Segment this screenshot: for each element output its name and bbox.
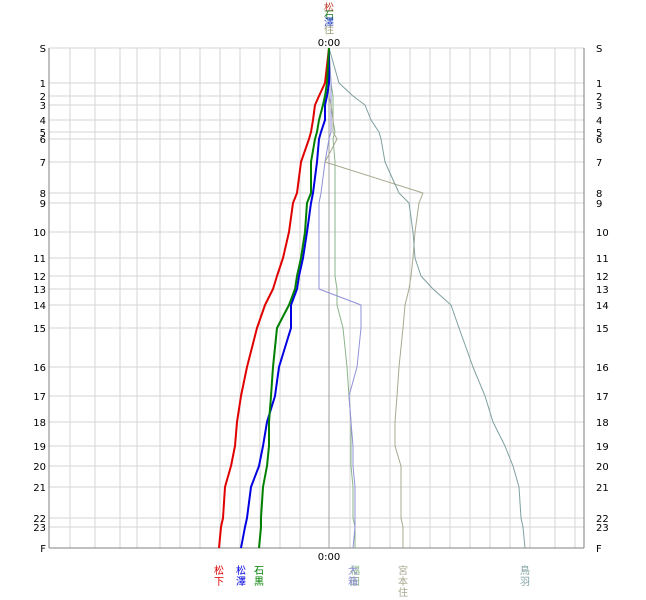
y-tick-label-left: 7: [40, 158, 46, 169]
bottom-runner-label-char: 松: [214, 564, 224, 577]
series-layer: [218, 47, 526, 549]
y-tick-label-left: 22: [33, 514, 46, 525]
y-tick-label-left: F: [40, 544, 46, 555]
y-tick-label-right: 19: [596, 442, 609, 453]
y-tick-label-left: 14: [33, 301, 46, 312]
y-tick-label-right: 3: [596, 101, 602, 112]
y-tick-label-right: 15: [596, 324, 609, 335]
series-line-松澤: [240, 48, 330, 549]
y-tick-label-right: 7: [596, 158, 602, 169]
top-runner-glyph: 松: [324, 1, 334, 14]
y-tick-label-left: 8: [40, 189, 46, 200]
bottom-runner-label-char: 田: [350, 577, 360, 588]
y-tick-label-left: 1: [40, 79, 46, 90]
bottom-runner-label-char: 本: [398, 575, 408, 588]
y-tick-label-right: 12: [596, 272, 609, 283]
y-tick-label-right: 8: [596, 189, 602, 200]
y-tick-label-left: S: [40, 44, 46, 55]
bottom-runner-label: 大箱: [348, 564, 358, 588]
y-tick-label-right: 22: [596, 514, 609, 525]
y-tick-label-left: 4: [40, 116, 46, 127]
y-tick-label-left: 15: [33, 324, 46, 335]
bottom-runner-label: 宮本住: [398, 564, 408, 599]
y-tick-label-right: 21: [596, 483, 609, 494]
y-tick-label-right: 23: [596, 523, 609, 534]
top-runner-glyph: 住: [324, 24, 334, 37]
bottom-runner-label: 松下: [214, 564, 224, 588]
bottom-runner-label: 松澤: [236, 564, 246, 588]
series-line-宮本住: [324, 48, 424, 548]
bottom-runner-label-char: 宮: [398, 564, 408, 577]
y-tick-label-right: 17: [596, 392, 609, 403]
y-tick-label-right: 18: [596, 418, 609, 429]
bottom-runner-label-char: 石: [254, 566, 264, 577]
time-label-bottom: 0:00: [318, 552, 340, 563]
y-tick-label-right: 11: [596, 254, 609, 265]
y-tick-label-left: 17: [33, 392, 46, 403]
bottom-runner-label-char: 松: [236, 564, 246, 577]
y-tick-label-right: 9: [596, 199, 602, 210]
y-tick-label-right: 10: [596, 228, 609, 239]
y-tick-label-right: 13: [596, 285, 609, 296]
y-tick-label-right: 1: [596, 79, 602, 90]
bottom-runner-label-char: 鳥: [520, 564, 530, 577]
y-tick-label-right: 14: [596, 301, 609, 312]
y-tick-label-right: 5: [596, 128, 602, 139]
bottom-runner-label-char: 箱: [348, 575, 358, 588]
chart-grid: [49, 47, 584, 549]
bottom-runner-label: 福田: [350, 564, 360, 588]
bottom-runner-label-char: 下: [214, 577, 224, 588]
y-tick-label-right: F: [596, 544, 602, 555]
series-line-松下: [218, 47, 330, 549]
bottom-runner-label: 鳥羽: [520, 564, 530, 588]
top-runner-glyph: 澤: [324, 17, 334, 29]
y-tick-label-left: 13: [33, 285, 46, 296]
time-label-top: 0:00: [318, 38, 340, 49]
y-tick-label-left: 23: [33, 523, 46, 534]
y-tick-label-left: 3: [40, 101, 46, 112]
y-tick-label-right: 20: [596, 462, 609, 473]
y-tick-label-left: 21: [33, 483, 46, 494]
bottom-runner-label-char: 羽: [520, 576, 530, 588]
series-line-石黒: [258, 47, 330, 549]
y-tick-label-left: 6: [40, 135, 46, 146]
y-tick-label-left: 20: [33, 462, 46, 473]
y-tick-label-left: 16: [33, 363, 46, 374]
y-tick-label-right: 16: [596, 363, 609, 374]
series-line-鳥羽: [328, 47, 526, 549]
bottom-runner-label: 石黒: [254, 566, 264, 588]
y-tick-label-left: 5: [40, 128, 46, 139]
y-tick-label-right: S: [596, 44, 602, 55]
y-tick-label-left: 12: [33, 272, 46, 283]
y-tick-label-left: 18: [33, 418, 46, 429]
plot-frame: [48, 48, 585, 549]
bottom-runner-label-char: 住: [398, 586, 408, 599]
y-tick-label-left: 9: [40, 199, 46, 210]
bottom-runner-label-char: 大: [348, 564, 358, 577]
y-tick-label-left: 11: [33, 254, 46, 265]
bottom-runner-label-char: 澤: [236, 576, 246, 588]
top-runner-glyph: 石: [324, 11, 334, 22]
y-tick-label-right: 2: [596, 92, 602, 103]
y-tick-label-left: 19: [33, 442, 46, 453]
bottom-runner-label-char: 黒: [254, 576, 264, 588]
y-tick-label-right: 6: [596, 135, 602, 146]
y-tick-label-left: 10: [33, 228, 46, 239]
bottom-runner-label-char: 福: [350, 564, 360, 577]
series-line-大箱: [318, 47, 362, 549]
y-tick-label-right: 4: [596, 116, 602, 127]
y-tick-label-left: 2: [40, 92, 46, 103]
